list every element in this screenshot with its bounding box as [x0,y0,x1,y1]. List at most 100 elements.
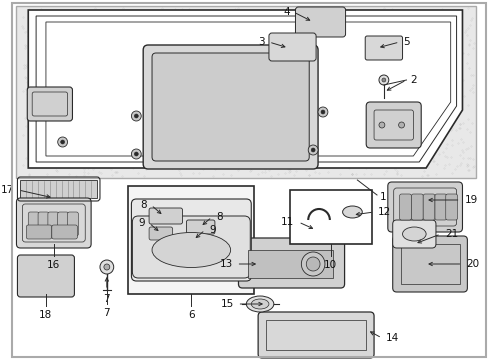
Point [293,56,301,62]
Point [371,73,379,79]
Point [58,49,66,54]
Point [453,93,461,99]
Point [256,100,264,105]
Point [31,158,39,163]
Point [186,90,194,96]
Point [220,130,228,136]
Point [70,128,78,134]
Point [412,27,420,33]
Point [115,74,123,80]
Text: 7: 7 [103,308,110,318]
Point [194,100,202,106]
Point [130,117,138,123]
Point [203,12,210,18]
Point [326,17,334,22]
Point [65,171,73,177]
Point [300,55,308,60]
Point [49,135,57,141]
Point [202,67,210,73]
Point [158,69,165,75]
Point [278,82,286,88]
Point [56,128,63,134]
Point [350,76,358,81]
Point [312,126,320,132]
Point [356,111,364,117]
Point [193,126,201,132]
Point [403,159,410,165]
Point [352,41,360,47]
Point [304,96,312,102]
Point [464,66,471,71]
Point [248,162,256,168]
Point [187,127,195,133]
Point [95,70,103,76]
FancyBboxPatch shape [152,53,308,161]
Point [433,11,441,17]
Point [260,11,267,17]
FancyBboxPatch shape [27,87,72,121]
Text: 18: 18 [39,310,52,320]
Point [279,62,287,67]
Point [463,167,471,173]
Point [202,8,209,13]
Point [234,11,242,17]
Point [274,171,282,177]
Point [56,15,64,21]
Point [317,156,325,161]
Point [246,79,254,85]
FancyBboxPatch shape [28,212,39,236]
Point [392,143,400,149]
Point [135,100,143,106]
Point [365,13,372,19]
Point [118,173,126,179]
Point [411,28,419,33]
Point [214,123,222,129]
Point [30,162,38,167]
Point [291,127,299,133]
Text: 2: 2 [409,75,416,85]
Point [363,95,371,101]
Point [101,40,108,46]
Point [430,99,438,104]
Point [410,71,418,77]
Point [133,26,141,32]
Point [132,49,140,54]
Point [43,62,51,68]
Point [331,8,339,14]
Point [464,51,471,57]
Point [321,112,328,118]
Point [382,62,390,67]
Point [431,85,439,91]
Point [468,165,476,170]
Point [224,35,232,41]
Point [361,55,369,60]
Point [362,134,369,140]
Point [382,55,389,61]
Point [414,33,422,39]
Point [255,12,263,18]
Point [458,77,466,83]
FancyBboxPatch shape [238,238,344,288]
Point [408,165,416,170]
Point [124,127,132,133]
Point [273,53,281,59]
Point [27,131,35,137]
Point [326,67,334,73]
Point [21,75,29,80]
Point [345,22,352,27]
Point [285,39,293,45]
Point [267,88,275,94]
Point [355,108,363,114]
Point [92,80,100,86]
Point [424,71,432,76]
Point [133,39,141,45]
Point [163,30,170,35]
Point [344,114,351,120]
Point [422,76,429,82]
Point [53,12,61,17]
Point [40,45,48,50]
Point [251,37,259,43]
Point [295,35,303,41]
Point [205,75,213,81]
Point [118,67,126,73]
